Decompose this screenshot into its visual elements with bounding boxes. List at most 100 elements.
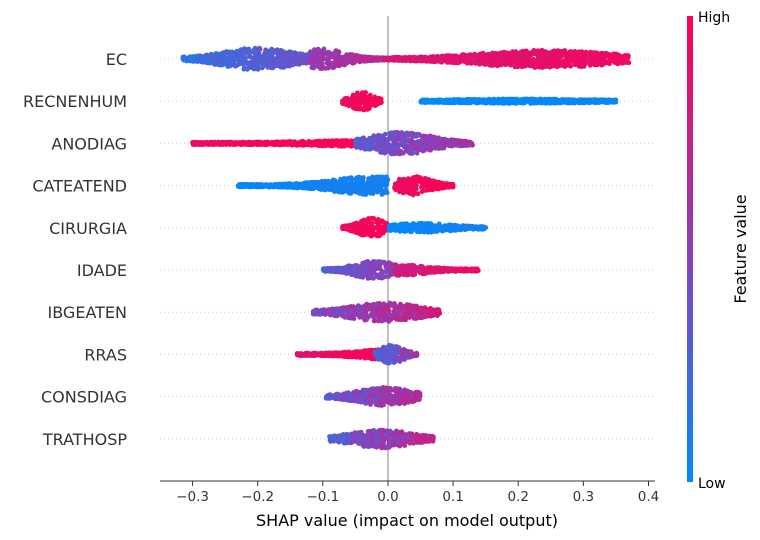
shap-point: [408, 176, 413, 182]
shap-point: [427, 178, 433, 184]
shap-point: [223, 140, 229, 146]
shap-point: [277, 49, 283, 55]
shap-point: [540, 51, 546, 57]
shap-point: [311, 142, 317, 147]
shap-point: [208, 60, 214, 66]
shap-point: [532, 51, 538, 57]
shap-point: [321, 46, 327, 52]
shap-point: [520, 49, 526, 54]
shap-point: [360, 182, 366, 187]
shap-point: [389, 130, 394, 136]
shap-point: [377, 218, 382, 224]
shap-point: [243, 140, 249, 146]
shap-point: [622, 53, 628, 58]
shap-point: [377, 231, 383, 237]
shap-point: [410, 183, 416, 189]
shap-point: [553, 55, 559, 60]
shap-point: [334, 53, 340, 58]
shap-point: [431, 180, 437, 186]
shap-point: [372, 183, 377, 188]
shap-point: [357, 104, 362, 109]
shap-point: [408, 190, 414, 195]
shap-point: [306, 182, 312, 188]
shap-point: [574, 99, 580, 105]
shap-point: [373, 102, 379, 108]
shap-point: [326, 185, 332, 191]
shap-point: [552, 59, 558, 65]
shap-point: [362, 225, 367, 231]
shap-point: [452, 100, 457, 106]
shap-point: [346, 185, 352, 190]
shap-point: [340, 179, 346, 185]
shap-point: [547, 55, 553, 61]
shap-point: [249, 49, 255, 54]
feature-row-cirurgia: [340, 215, 488, 239]
shap-point: [531, 56, 536, 62]
shap-point: [446, 143, 452, 149]
shap-point: [344, 52, 349, 58]
shap-point: [435, 142, 441, 148]
shap-point: [270, 54, 275, 60]
shap-point: [330, 65, 336, 70]
shap-point: [188, 58, 193, 63]
shap-point: [363, 185, 369, 191]
shap-point: [433, 56, 438, 61]
shap-point: [319, 178, 325, 184]
shap-point: [248, 54, 254, 60]
shap-point: [460, 57, 466, 63]
shap-point: [396, 55, 401, 61]
shap-point: [334, 61, 339, 67]
shap-point: [401, 179, 407, 185]
shap-point: [403, 132, 409, 138]
shap-point: [415, 174, 420, 180]
shap-point: [396, 176, 402, 182]
shap-point: [367, 139, 372, 144]
shap-point: [577, 54, 583, 60]
shap-point: [232, 63, 238, 69]
shap-point: [334, 187, 340, 193]
shap-point: [409, 56, 415, 62]
shap-point: [361, 58, 367, 64]
shap-point: [439, 185, 444, 191]
shap-point: [352, 221, 358, 227]
shap-point: [368, 228, 373, 234]
shap-point: [278, 182, 284, 187]
shap-point: [384, 181, 390, 186]
shap-point: [438, 59, 444, 65]
shap-point: [421, 98, 427, 104]
shap-point: [252, 45, 258, 51]
shap-point: [318, 185, 324, 191]
shap-point: [481, 99, 487, 105]
shap-point: [373, 137, 379, 143]
shap-point: [475, 56, 480, 61]
shap-point: [361, 99, 366, 104]
shap-point: [196, 140, 202, 146]
shap-point: [609, 99, 615, 104]
shap-point: [476, 61, 481, 67]
shap-point: [292, 50, 298, 55]
shap-point: [229, 52, 235, 58]
shap-point: [563, 59, 569, 64]
shap-point: [275, 54, 281, 59]
shap-point: [374, 178, 380, 184]
shap-point: [197, 55, 202, 61]
shap-point: [542, 97, 548, 103]
shap-point: [386, 136, 392, 142]
shap-point: [499, 55, 505, 61]
shap-point: [375, 98, 381, 103]
shap-point: [339, 190, 345, 195]
shap-point: [520, 64, 525, 70]
shap-point: [381, 224, 387, 230]
shap-point: [221, 56, 227, 61]
shap-point: [596, 98, 602, 104]
shap-point: [358, 176, 363, 182]
shap-point: [483, 62, 489, 67]
shap-point: [273, 139, 278, 145]
shap-point: [590, 56, 596, 61]
shap-point: [265, 50, 271, 56]
shap-point: [430, 99, 436, 105]
shap-point: [488, 62, 494, 68]
shap-point: [493, 60, 499, 66]
shap-point: [508, 52, 513, 57]
